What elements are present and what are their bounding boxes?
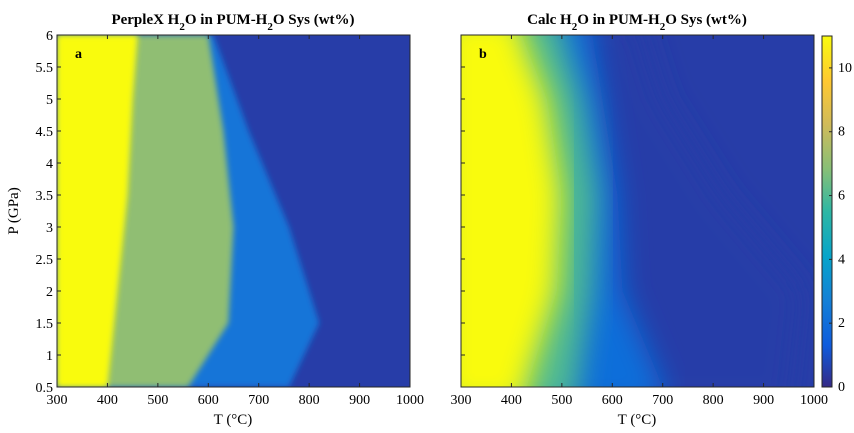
x-tick-label: 800: [299, 393, 320, 408]
colorbar-tick-label: 2: [838, 316, 845, 331]
y-tick-label: 1: [46, 349, 53, 364]
colorbar-tick-label: 6: [838, 189, 845, 204]
y-tick-label: 2.5: [36, 253, 54, 268]
y-tick-label: 4.5: [36, 125, 54, 140]
x-tick-label: 500: [147, 393, 168, 408]
panel-b-letter: b: [479, 47, 487, 62]
x-tick-label: 500: [551, 393, 572, 408]
x-tick-label: 700: [652, 393, 673, 408]
x-tick-label: 1000: [800, 393, 828, 408]
y-tick-label: 3.5: [36, 189, 54, 204]
x-tick-label: 600: [602, 393, 623, 408]
x-tick-label: 700: [248, 393, 269, 408]
title-part: 2: [660, 21, 666, 33]
title-part: O Sys (wt%): [665, 12, 747, 28]
panel-b: 300 400 500 600 700 800 900 1000 b Calc H2O in …: [451, 12, 829, 428]
title-part: 2: [572, 21, 578, 33]
panel-b-ticks: 300 400 500 600 700 800 900 1000: [451, 34, 828, 408]
panel-b-title: Calc H2O in PUM-H2O Sys (wt%): [527, 12, 747, 33]
panel-b-heatmap: [461, 35, 814, 387]
y-tick-label: 2: [46, 285, 53, 300]
colorbar-tick-label: 0: [838, 380, 845, 395]
title-part: O in PUM-H: [577, 12, 660, 28]
panel-a-xlabel: T (°C): [214, 412, 253, 428]
x-tick-label: 800: [703, 393, 724, 408]
panel-b-band-11: [461, 35, 562, 387]
y-tick-label: 4: [46, 157, 53, 172]
colorbar-tick-label: 10: [838, 61, 852, 76]
panel-a-heatmap: [57, 35, 410, 387]
y-tick-label: 3: [46, 221, 53, 236]
y-tick-label: 1.5: [36, 317, 54, 332]
title-part: 2: [267, 21, 273, 33]
panel-a: 300 400 500 600 700 800 900 1000 0.5 1 1.5 2 2.5 3 3.5…: [6, 12, 424, 428]
panel-a-region-11: [57, 35, 138, 387]
panel-a-ylabel: P (GPa): [6, 187, 22, 234]
title-part: O in PUM-H: [185, 12, 268, 28]
panel-a-title: PerpleX H2O in PUM-H2O Sys (wt%): [111, 12, 354, 33]
colorbar-ticks: 0 2 4 6 8 10: [829, 61, 852, 395]
colorbar-bar: [821, 35, 833, 388]
title-part: 2: [179, 21, 185, 33]
panel-b-xlabel: T (°C): [618, 412, 657, 428]
x-tick-label: 400: [501, 393, 522, 408]
panel-b-axes-box: [460, 34, 815, 388]
panel-b-plot-area: [461, 35, 814, 387]
colorbar: 0 2 4 6 8 10: [821, 35, 852, 395]
title-part: PerpleX H: [111, 12, 179, 28]
x-tick-label: 1000: [396, 393, 424, 408]
title-part: O Sys (wt%): [273, 12, 355, 28]
x-tick-label: 900: [349, 393, 370, 408]
panel-a-letter: a: [75, 47, 82, 62]
panel-a-axes-box: [56, 34, 411, 388]
x-tick-label: 900: [753, 393, 774, 408]
y-tick-label: 5.5: [36, 61, 54, 76]
x-tick-label: 300: [451, 393, 472, 408]
title-part: Calc H: [527, 12, 572, 28]
panel-a-plot-area: [57, 35, 410, 387]
x-tick-label: 600: [198, 393, 219, 408]
x-tick-label: 400: [97, 393, 118, 408]
y-tick-label: 0.5: [36, 381, 54, 396]
y-tick-label: 6: [46, 29, 53, 44]
colorbar-tick-label: 8: [838, 125, 845, 140]
colorbar-tick-label: 4: [838, 252, 845, 267]
x-tick-label: 300: [47, 393, 68, 408]
y-tick-label: 5: [46, 93, 53, 108]
panel-a-ticks: 300 400 500 600 700 800 900 1000 0.5 1 1.5 2 2.5 3 3.5…: [36, 29, 425, 408]
